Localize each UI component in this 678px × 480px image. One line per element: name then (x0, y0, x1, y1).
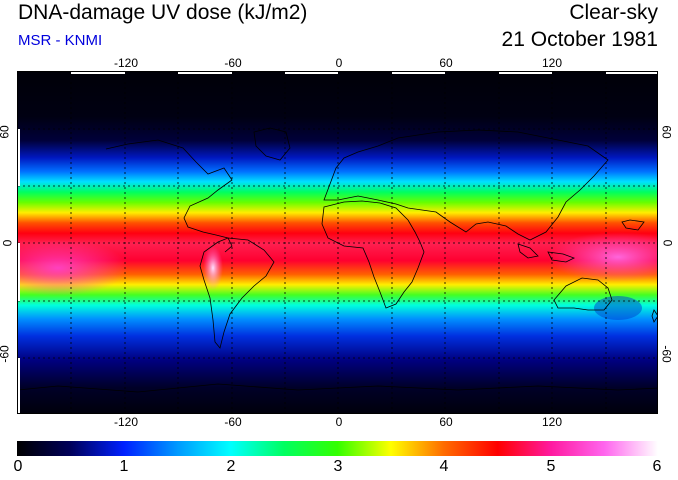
lon-tick-bottom: -60 (224, 415, 242, 429)
lon-tick-top: -120 (113, 56, 139, 70)
colorbar-label: 1 (119, 458, 129, 475)
lat-tick-left: 0 (0, 239, 15, 247)
lon-tick-bottom: 120 (541, 415, 563, 429)
colorbar-label: 0 (13, 458, 23, 475)
credit-label: MSR - KNMI (18, 32, 103, 49)
lat-tick-left: -60 (0, 345, 12, 363)
lon-tick-bottom: -120 (113, 415, 139, 429)
lon-tick-bottom: 0 (335, 415, 343, 429)
lon-tick-top: 0 (335, 56, 343, 70)
lat-tick-right: 0 (660, 239, 675, 247)
date-label: 21 October 1981 (501, 28, 658, 51)
lon-tick-top: -60 (224, 56, 242, 70)
condition-label: Clear-sky (569, 1, 658, 24)
lon-tick-top: 120 (541, 56, 563, 70)
colorbar-label: 5 (546, 458, 556, 475)
uv-dose-map (17, 71, 658, 414)
lat-tick-right: 60 (659, 125, 674, 139)
lon-tick-bottom: 60 (439, 415, 453, 429)
lat-tick-right: -60 (659, 345, 674, 363)
lon-tick-top: 60 (439, 56, 453, 70)
colorbar-label: 2 (226, 458, 236, 475)
colorbar-label: 6 (652, 458, 662, 475)
map-title: DNA-damage UV dose (kJ/m2) (18, 1, 308, 24)
colorbar-label: 3 (333, 458, 343, 475)
colorbar (17, 441, 658, 456)
colorbar-label: 4 (439, 458, 449, 475)
lat-tick-left: 60 (0, 125, 12, 139)
